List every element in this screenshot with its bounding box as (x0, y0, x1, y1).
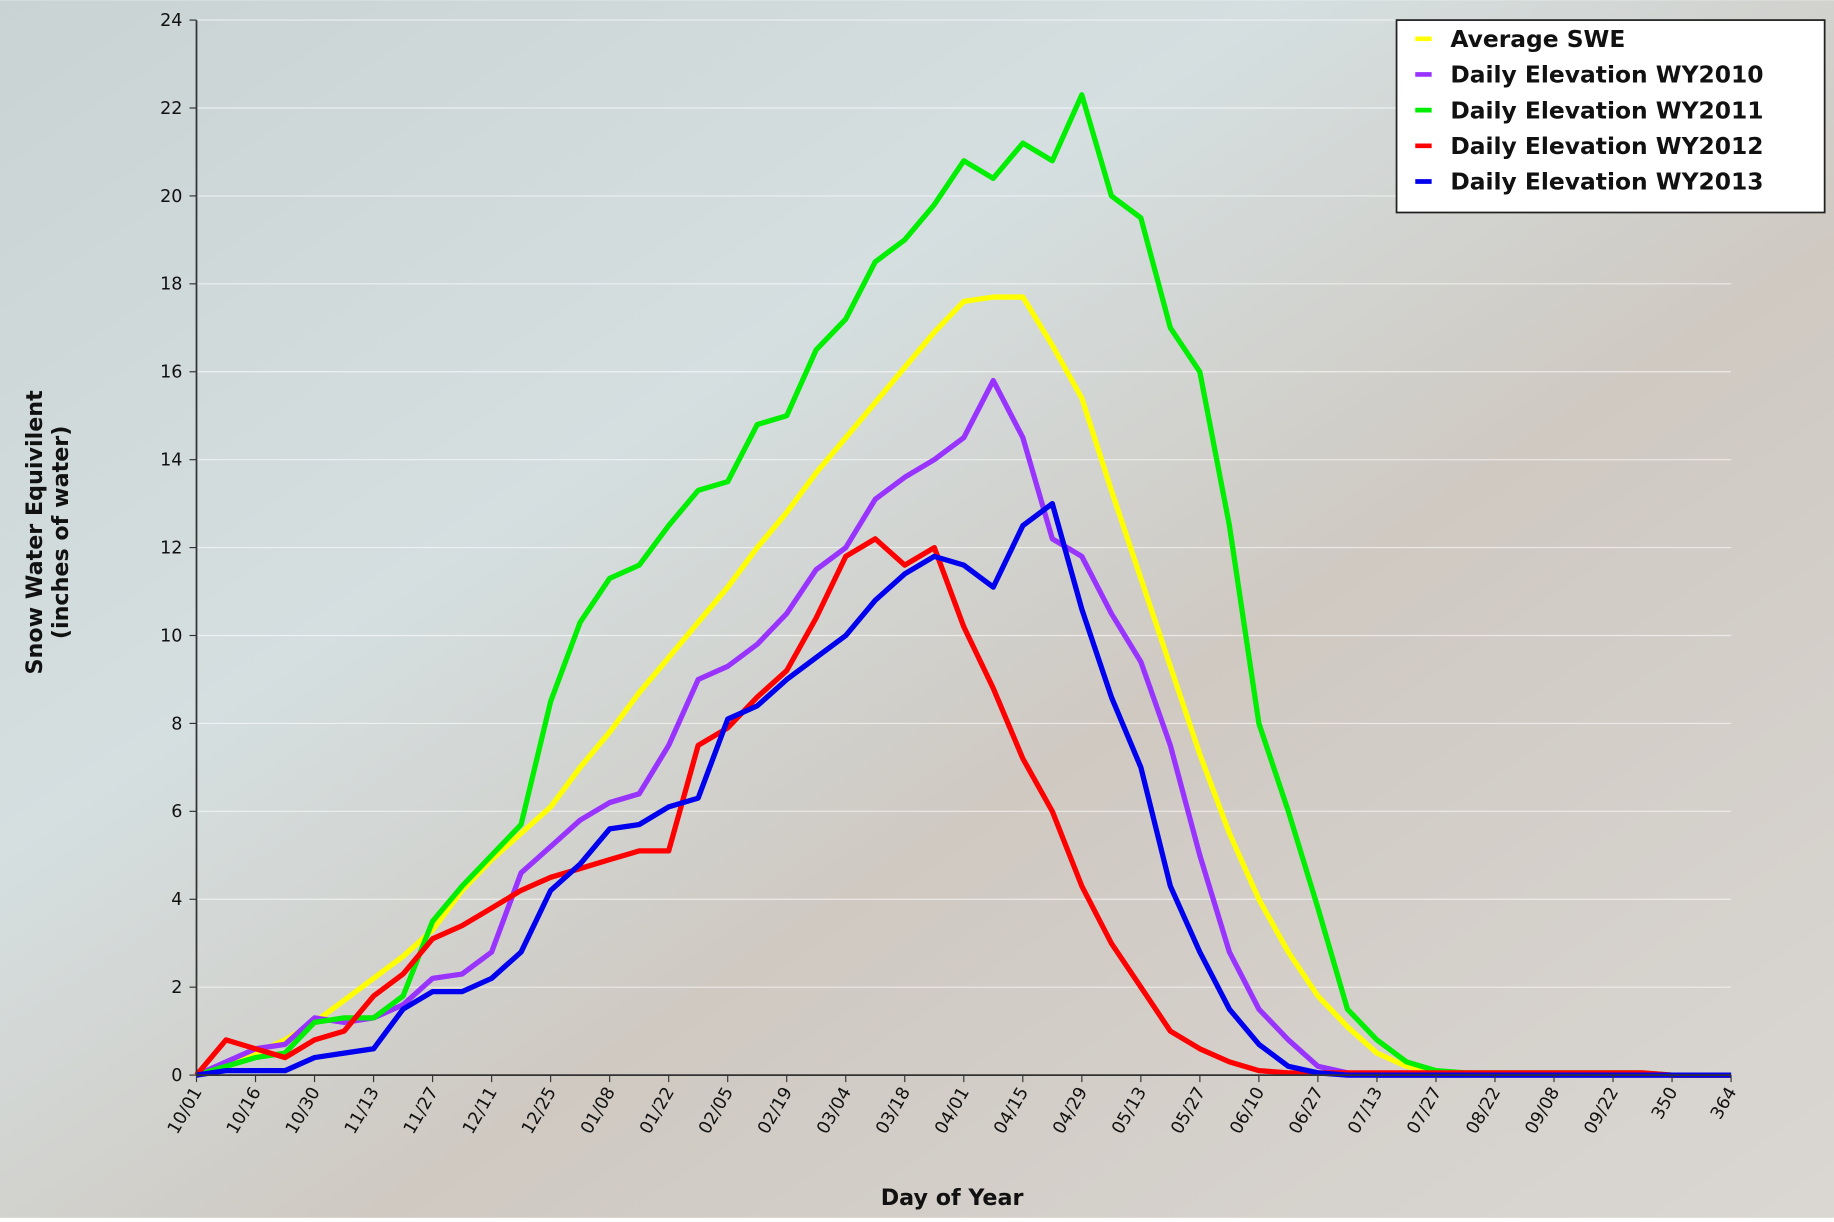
y-tick-label: 20 (160, 187, 182, 207)
y-tick-label: 14 (160, 451, 182, 471)
legend-label: Daily Elevation WY2013 (1450, 168, 1763, 196)
y-tick-label: 2 (171, 978, 182, 998)
legend-box (1395, 19, 1826, 214)
y-tick-label: 22 (160, 99, 182, 119)
y-tick-label: 24 (160, 11, 182, 31)
y-tick-label: 18 (160, 275, 182, 295)
y-tick-label: 10 (160, 626, 182, 646)
legend-label: Daily Elevation WY2012 (1450, 132, 1763, 160)
y-axis-title: Snow Water Equivilent (inches of water) (22, 390, 74, 675)
x-axis-title: Day of Year (881, 1185, 1024, 1211)
y-tick-label: 6 (171, 802, 182, 822)
y-axis-title-line: Snow Water Equivilent (22, 390, 48, 675)
legend-label: Daily Elevation WY2010 (1450, 61, 1763, 89)
y-tick-label: 8 (171, 714, 182, 734)
legend-label: Average SWE (1450, 25, 1625, 53)
legend: Average SWE Daily Elevation WY2010 Daily E… (1395, 19, 1826, 214)
y-axis-title-line: (inches of water) (48, 426, 74, 640)
y-tick-label: 4 (171, 890, 182, 910)
legend-label: Daily Elevation WY2011 (1450, 96, 1763, 124)
y-tick-label: 0 (171, 1066, 182, 1086)
y-tick-label: 16 (160, 363, 182, 383)
y-tick-label: 12 (160, 538, 182, 558)
